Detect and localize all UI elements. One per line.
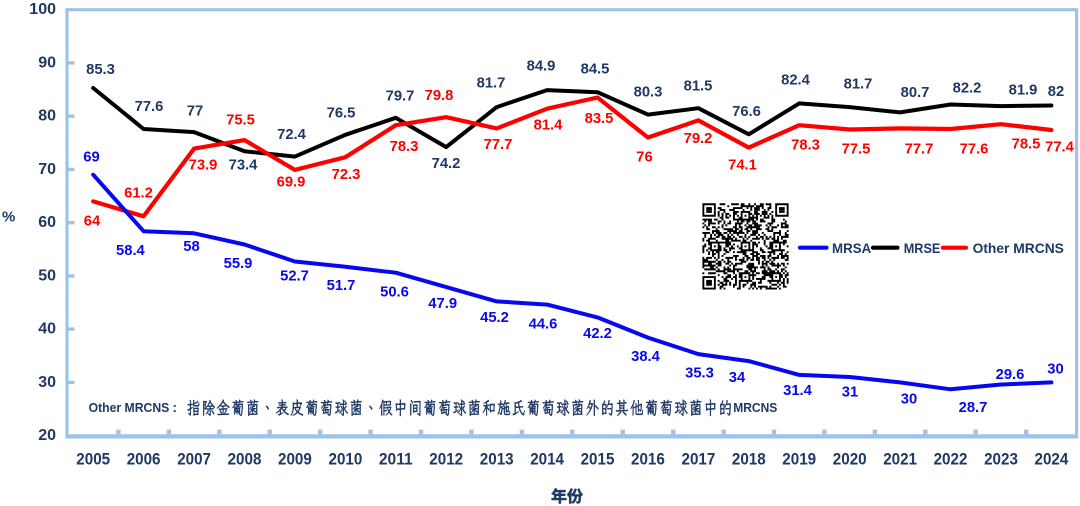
svg-text:82.4: 82.4	[781, 72, 811, 88]
svg-text:50: 50	[38, 267, 56, 284]
svg-text:78.3: 78.3	[390, 139, 419, 155]
svg-text:34: 34	[729, 370, 746, 386]
svg-text:2009: 2009	[278, 450, 312, 468]
svg-text:60: 60	[38, 214, 56, 231]
svg-text:2014: 2014	[530, 450, 564, 468]
svg-text:78.5: 78.5	[1012, 136, 1041, 152]
svg-text:77: 77	[187, 103, 203, 119]
svg-text:MRCNS: MRCNS	[733, 400, 777, 415]
svg-text:2005: 2005	[76, 450, 110, 468]
svg-text:20: 20	[38, 427, 56, 444]
svg-text:81.9: 81.9	[1009, 83, 1038, 99]
svg-text:64: 64	[84, 213, 101, 229]
svg-text:2020: 2020	[833, 450, 867, 468]
svg-text:2010: 2010	[329, 450, 363, 468]
svg-text:29.6: 29.6	[996, 367, 1025, 383]
svg-text:2017: 2017	[682, 450, 716, 468]
svg-text:42.2: 42.2	[583, 326, 612, 342]
svg-text:2015: 2015	[581, 450, 615, 468]
svg-text:Other MRCNS: Other MRCNS	[973, 241, 1064, 256]
svg-text:2016: 2016	[631, 450, 665, 468]
svg-text:76.6: 76.6	[732, 104, 761, 120]
svg-text:73.4: 73.4	[229, 157, 259, 173]
svg-text:Other MRCNS: Other MRCNS	[89, 400, 170, 415]
svg-text:30: 30	[1047, 361, 1063, 377]
svg-text:76.5: 76.5	[327, 105, 356, 121]
svg-text:69.9: 69.9	[277, 174, 306, 190]
svg-text:83.5: 83.5	[585, 111, 614, 127]
svg-text:44.6: 44.6	[529, 316, 558, 332]
svg-text:72.4: 72.4	[277, 127, 307, 143]
svg-text:2012: 2012	[429, 450, 463, 468]
svg-text:77.4: 77.4	[1045, 139, 1075, 155]
svg-text:52.7: 52.7	[280, 269, 309, 285]
svg-text:2024: 2024	[1035, 450, 1069, 468]
svg-text::: :	[172, 399, 177, 415]
svg-text:84.9: 84.9	[527, 58, 556, 74]
svg-text:82.2: 82.2	[953, 80, 982, 96]
svg-text:90: 90	[38, 54, 56, 71]
svg-text:81.7: 81.7	[844, 76, 873, 92]
svg-text:MRSA: MRSA	[832, 241, 871, 256]
svg-text:79.2: 79.2	[684, 131, 713, 147]
svg-text:55.9: 55.9	[224, 256, 253, 272]
svg-text:80.3: 80.3	[634, 84, 663, 100]
svg-text:70: 70	[38, 161, 56, 178]
svg-text:74.1: 74.1	[728, 157, 757, 173]
svg-text:2013: 2013	[480, 450, 514, 468]
svg-text:%: %	[2, 209, 15, 226]
svg-text:80.7: 80.7	[901, 85, 930, 101]
svg-text:35.3: 35.3	[685, 365, 714, 381]
svg-text:2006: 2006	[127, 450, 161, 468]
svg-text:77.7: 77.7	[905, 141, 934, 157]
svg-text:100: 100	[29, 1, 56, 18]
svg-text:69: 69	[83, 149, 99, 165]
svg-text:2022: 2022	[934, 450, 968, 468]
svg-text:78.3: 78.3	[791, 137, 820, 153]
svg-text:77.5: 77.5	[842, 141, 871, 157]
svg-text:2018: 2018	[732, 450, 766, 468]
svg-text:61.2: 61.2	[124, 185, 153, 201]
svg-text:38.4: 38.4	[631, 349, 661, 365]
svg-text:2007: 2007	[177, 450, 211, 468]
svg-text:58.4: 58.4	[116, 243, 146, 259]
svg-text:51.7: 51.7	[327, 278, 356, 294]
svg-text:28.7: 28.7	[959, 400, 988, 416]
svg-text:MRSE: MRSE	[904, 241, 941, 256]
svg-text:79.8: 79.8	[425, 88, 454, 104]
svg-text:31: 31	[842, 384, 858, 400]
svg-text:74.2: 74.2	[432, 156, 461, 172]
svg-text:81.5: 81.5	[684, 78, 713, 94]
svg-text:75.5: 75.5	[226, 112, 255, 128]
svg-text:58: 58	[183, 239, 199, 255]
svg-text:31.4: 31.4	[783, 383, 813, 399]
svg-text:77.6: 77.6	[135, 99, 164, 115]
svg-text:85.3: 85.3	[86, 62, 115, 78]
svg-text:2023: 2023	[984, 450, 1018, 468]
svg-text:2008: 2008	[228, 450, 262, 468]
svg-text:81.4: 81.4	[534, 117, 564, 133]
svg-text:73.9: 73.9	[189, 157, 218, 173]
svg-text:30: 30	[38, 374, 56, 391]
svg-text:76: 76	[636, 149, 652, 165]
svg-text:77.7: 77.7	[484, 137, 513, 153]
svg-text:47.9: 47.9	[428, 296, 457, 312]
svg-text:80: 80	[38, 108, 56, 125]
svg-text:72.3: 72.3	[332, 167, 361, 183]
svg-text:82: 82	[1048, 84, 1064, 100]
svg-text:77.6: 77.6	[960, 141, 989, 157]
svg-text:84.5: 84.5	[581, 61, 610, 77]
svg-text:81.7: 81.7	[477, 75, 506, 91]
svg-text:30: 30	[901, 391, 917, 407]
svg-text:50.6: 50.6	[380, 284, 409, 300]
svg-text:2021: 2021	[883, 450, 917, 468]
svg-text:45.2: 45.2	[480, 310, 509, 326]
svg-text:40: 40	[38, 321, 56, 338]
svg-text:2011: 2011	[379, 450, 413, 468]
svg-text:79.7: 79.7	[386, 88, 415, 104]
svg-text:2019: 2019	[782, 450, 816, 468]
